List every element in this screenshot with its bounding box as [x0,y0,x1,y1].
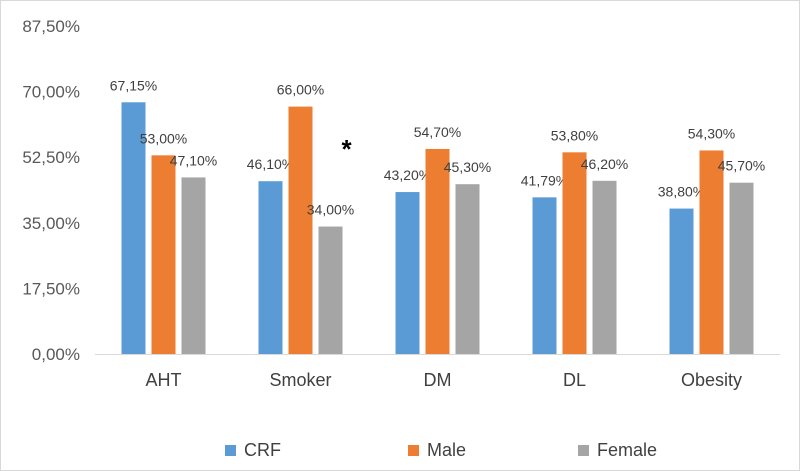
legend-swatch-male [408,445,419,456]
data-label: 67,15% [110,77,157,93]
data-label: 46,10% [247,156,294,172]
significance-marker: * [341,134,352,164]
bar-male-dl [562,152,587,354]
legend-swatch-female [578,445,589,456]
bar-male-smoker [288,106,313,354]
bar-crf-aht [121,102,146,354]
y-tick-label: 35,00% [22,214,80,233]
data-label: 53,80% [551,127,598,143]
bar-male-dm [425,148,450,354]
legend-label-male: Male [427,440,466,460]
bar-female-obesity [729,182,754,354]
y-tick-label: 70,00% [22,83,80,102]
legend-label-crf: CRF [244,440,281,460]
data-label: 34,00% [307,202,354,218]
bar-crf-smoker [258,181,283,354]
bar-crf-dm [395,192,420,354]
bar-male-obesity [699,150,724,354]
legend-swatch-crf [225,445,236,456]
x-tick-label: DM [424,370,452,390]
bar-female-dl [592,180,617,354]
data-label: 66,00% [277,82,324,98]
bar-crf-obesity [669,208,694,354]
x-tick-label: Obesity [681,370,742,390]
x-tick-label: Smoker [269,370,331,390]
y-tick-label: 52,50% [22,148,80,167]
data-label: 54,30% [688,125,735,141]
legend-label-female: Female [597,440,657,460]
data-label: 45,70% [718,158,765,174]
data-label: 41,79% [521,172,568,188]
bar-female-dm [455,184,480,354]
data-label: 43,20% [384,167,431,183]
bar-female-smoker [318,226,343,354]
x-tick-label: AHT [146,370,182,390]
data-label: 45,30% [444,159,491,175]
y-tick-label: 0,00% [32,345,80,364]
data-label: 54,70% [414,124,461,140]
x-tick-label: DL [563,370,586,390]
data-label: 38,80% [658,184,705,200]
bar-female-aht [181,177,206,354]
data-label: 47,10% [170,152,217,168]
bar-male-aht [151,155,176,354]
y-tick-label: 87,50% [22,17,80,36]
data-label: 53,00% [140,130,187,146]
bar-crf-dl [532,197,557,354]
data-label: 46,20% [581,156,628,172]
y-tick-label: 17,50% [22,279,80,298]
